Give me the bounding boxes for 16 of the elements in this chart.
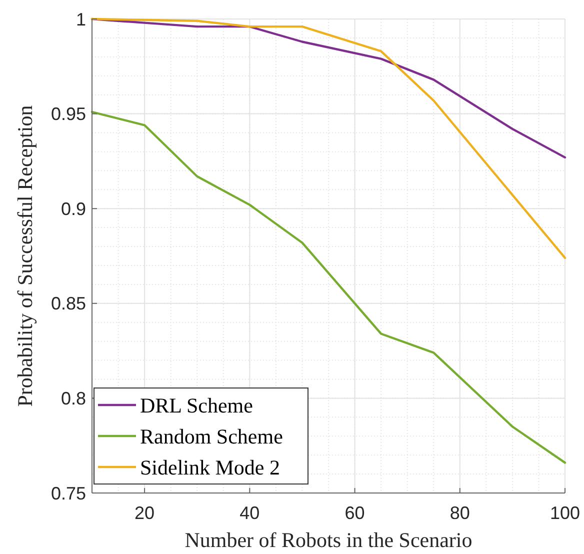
- y-tick-label: 0.9: [60, 198, 86, 219]
- y-tick-label: 0.75: [50, 483, 86, 504]
- x-tick-label: 60: [344, 503, 365, 523]
- y-tick-label: 0.8: [60, 388, 86, 408]
- x-tick-label: 100: [550, 503, 580, 523]
- legend-label: Random Scheme: [140, 424, 283, 448]
- x-axis-title: Number of Robots in the Scenario: [184, 528, 472, 552]
- y-tick-label: 0.95: [50, 104, 86, 124]
- y-tick-label: 0.85: [50, 294, 86, 314]
- x-tick-label: 80: [450, 503, 470, 523]
- legend-label: DRL Scheme: [140, 393, 253, 418]
- x-tick-label: 40: [240, 503, 260, 523]
- y-tick-label: 1: [76, 9, 86, 30]
- x-tick-label: 20: [134, 503, 155, 523]
- legend-label: Sidelink Mode 2: [140, 455, 280, 480]
- y-axis-title: Probability of Successful Reception: [13, 104, 37, 407]
